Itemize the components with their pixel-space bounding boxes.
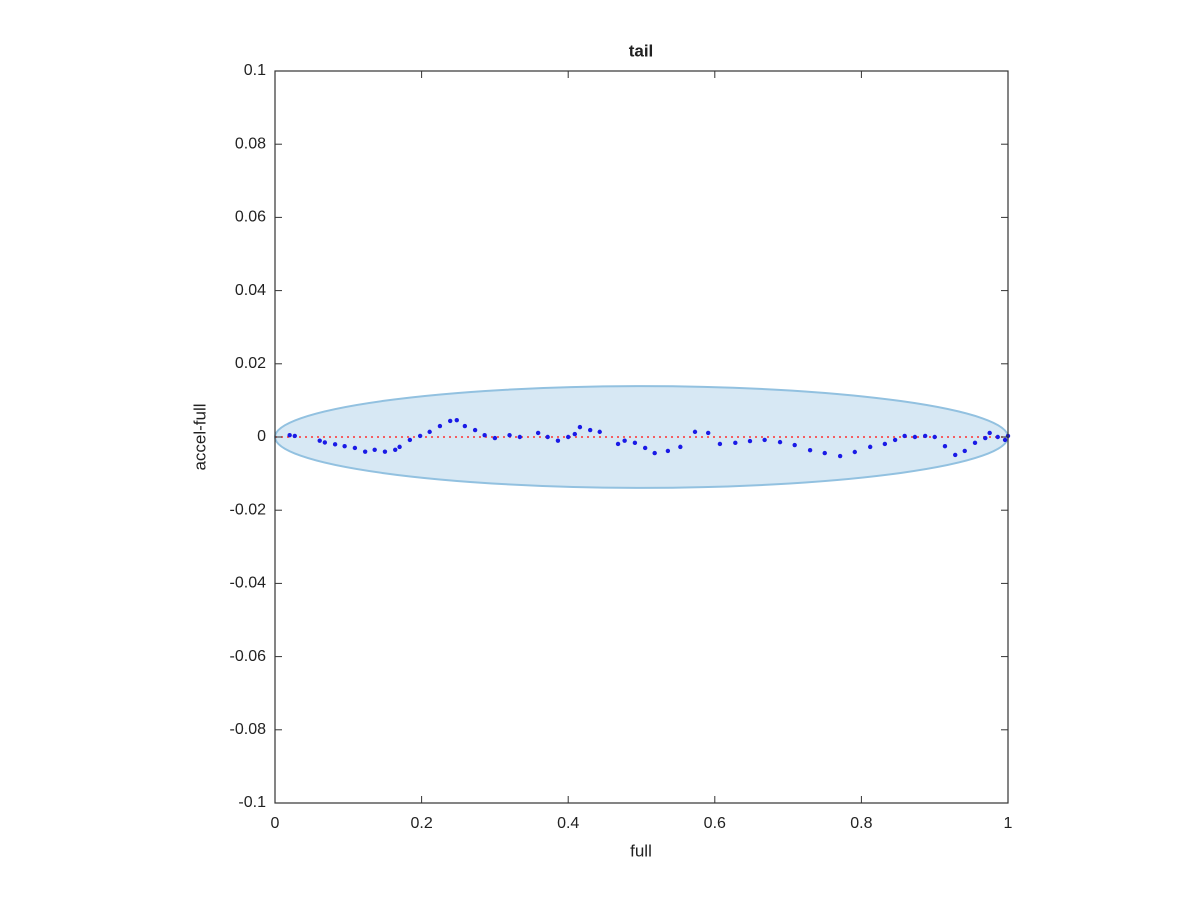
point: [555, 438, 561, 443]
point: [692, 429, 698, 435]
x-tick-label: 0.8: [850, 815, 872, 832]
point: [545, 434, 550, 440]
y-tick-label: 0.08: [235, 135, 266, 152]
y-tick-label: 0.04: [235, 282, 266, 299]
y-tick-label: 0.02: [235, 355, 266, 372]
y-tick-label: -0.04: [230, 575, 267, 592]
point: [983, 435, 988, 441]
point: [317, 438, 322, 443]
y-tick-label: -0.06: [230, 648, 267, 665]
point: [995, 434, 1000, 440]
point: [987, 430, 992, 436]
point: [822, 450, 827, 456]
x-tick-label: 0: [271, 815, 280, 832]
point: [362, 449, 368, 454]
x-tick-label: 0.2: [410, 815, 432, 832]
point: [407, 437, 413, 443]
point: [632, 440, 638, 446]
x-axis-label: full: [630, 841, 652, 860]
point: [382, 449, 388, 454]
point: [587, 427, 593, 433]
y-tick-label: 0.1: [244, 62, 266, 79]
point: [454, 417, 459, 423]
y-axis-label: accel-full: [190, 403, 209, 470]
point: [472, 427, 478, 433]
point: [912, 434, 918, 440]
point: [652, 450, 657, 456]
point: [733, 440, 738, 446]
point: [922, 433, 928, 439]
point: [287, 432, 292, 438]
point: [342, 443, 347, 449]
point: [332, 442, 338, 447]
point: [597, 429, 602, 435]
point: [867, 444, 873, 450]
point: [837, 453, 843, 459]
point: [437, 423, 443, 429]
point: [962, 448, 967, 454]
x-tick-label: 0.4: [557, 815, 579, 832]
point: [622, 438, 627, 443]
point: [717, 441, 723, 447]
chart-title: tail: [629, 41, 654, 60]
point: [292, 433, 297, 439]
y-tick-label: 0.06: [235, 209, 266, 226]
point: [807, 447, 813, 453]
point: [462, 423, 468, 429]
point: [393, 447, 398, 453]
y-tick-label: -0.1: [238, 794, 266, 811]
y-tick-label: 0: [257, 428, 266, 445]
point: [706, 430, 711, 436]
point: [1002, 437, 1008, 443]
point: [972, 440, 978, 446]
point: [427, 429, 432, 435]
point: [615, 441, 621, 447]
x-tick-label: 0.6: [704, 815, 726, 832]
point: [942, 443, 948, 449]
point: [902, 433, 907, 439]
point: [322, 440, 328, 445]
x-tick-label: 1: [1004, 815, 1013, 832]
point: [417, 433, 423, 439]
point: [882, 441, 888, 447]
point: [678, 444, 683, 450]
point: [932, 434, 937, 440]
point: [892, 437, 898, 443]
point: [535, 430, 541, 436]
point: [572, 431, 577, 437]
point: [517, 434, 523, 440]
point: [507, 432, 512, 438]
point: [482, 432, 487, 438]
point: [577, 424, 583, 430]
y-tick-label: -0.02: [230, 501, 267, 518]
point: [852, 449, 858, 455]
point: [352, 445, 358, 451]
point: [397, 444, 402, 450]
point: [792, 442, 797, 448]
point: [762, 437, 767, 443]
point: [665, 448, 671, 454]
point: [372, 447, 377, 453]
y-tick-label: -0.08: [230, 721, 267, 738]
point: [642, 445, 648, 451]
point: [492, 435, 498, 441]
point: [777, 439, 783, 445]
point: [566, 434, 571, 440]
point: [953, 452, 958, 458]
point: [747, 438, 753, 444]
point: [447, 418, 453, 424]
